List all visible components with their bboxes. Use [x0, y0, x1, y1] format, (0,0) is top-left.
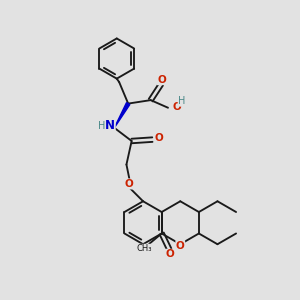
Text: O: O	[176, 241, 184, 250]
Text: N: N	[105, 119, 115, 132]
Text: O: O	[158, 75, 166, 85]
Text: H: H	[98, 122, 105, 131]
Text: O: O	[124, 179, 133, 189]
Text: O: O	[172, 102, 181, 112]
Text: O: O	[166, 249, 174, 259]
Text: CH₃: CH₃	[136, 244, 152, 253]
Polygon shape	[114, 103, 130, 128]
Text: H: H	[178, 96, 186, 106]
Text: O: O	[154, 133, 163, 143]
